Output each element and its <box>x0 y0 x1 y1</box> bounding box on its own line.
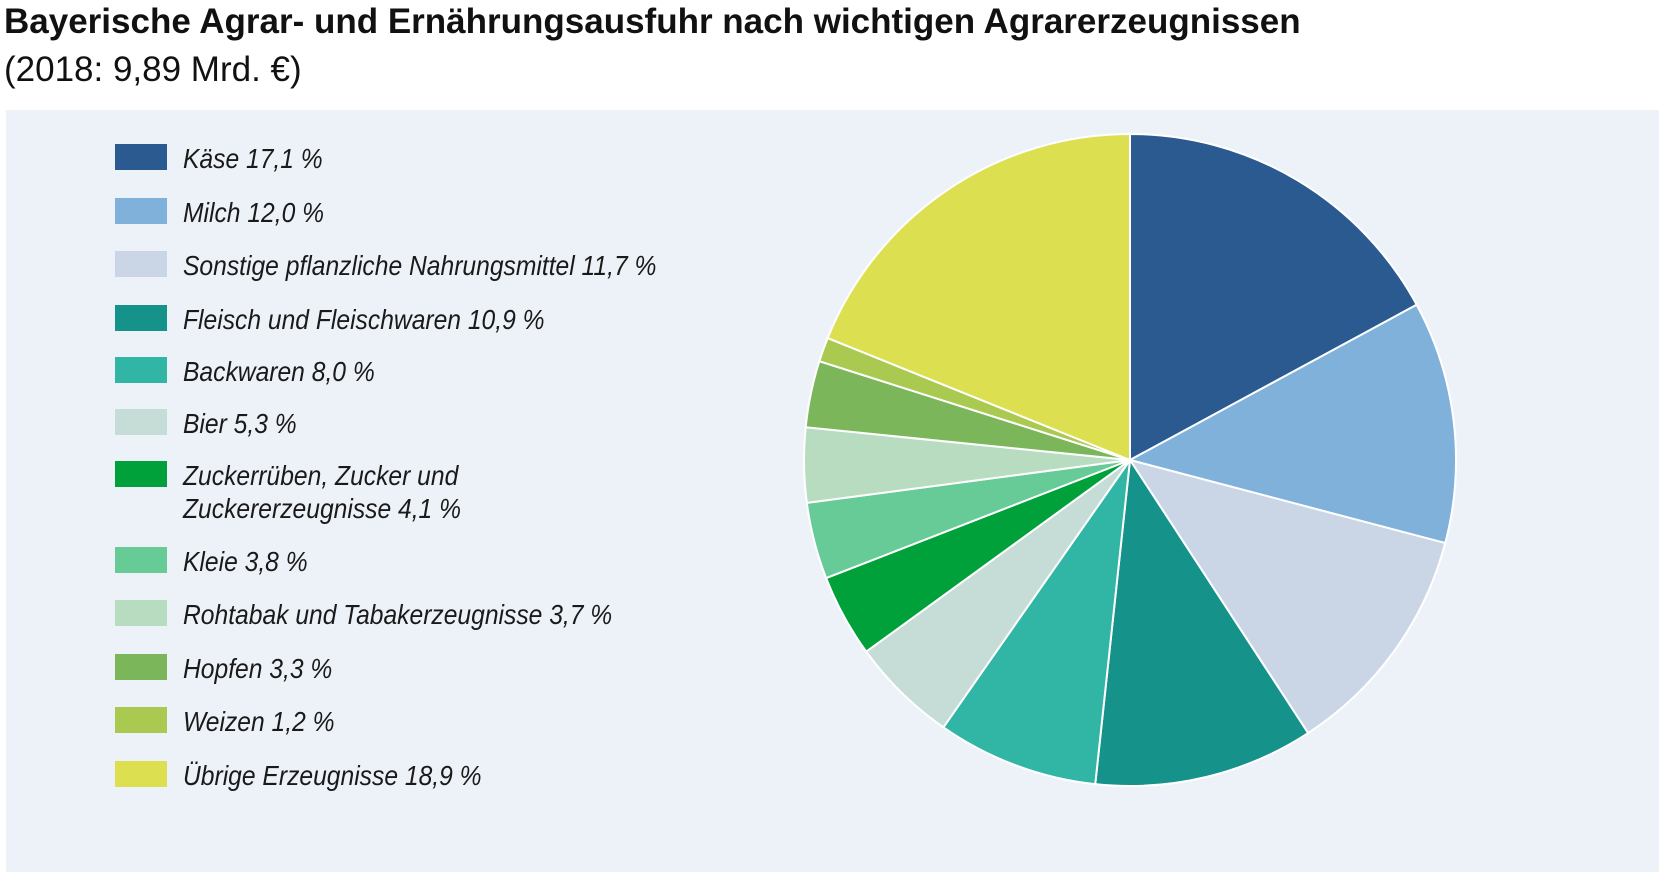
chart-subtitle: (2018: 9,89 Mrd. €) <box>4 50 302 89</box>
legend-swatch <box>115 707 167 733</box>
pie-slice <box>941 459 1131 786</box>
legend-item: Weizen 1,2 % <box>115 705 355 738</box>
legend-swatch <box>115 144 167 170</box>
legend-label: Käse 17,1 % <box>183 143 323 174</box>
legend-label: Rohtabak und Tabakerzeugnisse 3,7 % <box>183 599 613 630</box>
legend-item: Milch 12,0 % <box>115 196 343 229</box>
legend-swatch <box>115 357 167 383</box>
legend-swatch <box>115 461 167 487</box>
legend-label: Kleie 3,8 % <box>183 546 308 577</box>
legend-item: Übrige Erzeugnisse 18,9 % <box>115 759 522 792</box>
legend-label: Bier 5,3 % <box>183 408 297 439</box>
legend-item: Zuckerrüben, Zucker und Zuckererzeugniss… <box>115 459 499 525</box>
pie-slice <box>1127 303 1457 545</box>
legend-item: Bier 5,3 % <box>115 407 312 440</box>
legend-swatch <box>115 305 167 331</box>
pie-slice <box>1094 457 1310 787</box>
legend-item: Sonstige pflanzliche Nahrungsmittel 11,7… <box>115 249 721 282</box>
legend-swatch <box>115 600 167 626</box>
legend-swatch <box>115 654 167 680</box>
pie-slice <box>1129 132 1419 462</box>
legend-label: Übrige Erzeugnisse 18,9 % <box>183 760 482 791</box>
pie-slice <box>1127 458 1447 735</box>
legend-item: Backwaren 8,0 % <box>115 355 401 388</box>
pie-slice <box>826 132 1131 462</box>
legend-label: Weizen 1,2 % <box>183 706 335 737</box>
legend-item: Käse 17,1 % <box>115 142 342 175</box>
legend-item: Rohtabak und Tabakerzeugnisse 3,7 % <box>115 598 671 631</box>
legend-item: Hopfen 3,3 % <box>115 652 353 685</box>
legend-label: Sonstige pflanzliche Nahrungsmittel 11,7… <box>183 250 657 281</box>
legend-item: Kleie 3,8 % <box>115 545 325 578</box>
legend-label: Fleisch und Fleischwaren 10,9 % <box>183 304 545 335</box>
legend-label: Hopfen 3,3 % <box>183 653 333 684</box>
legend-item: Fleisch und Fleischwaren 10,9 % <box>115 303 594 336</box>
legend-label: Milch 12,0 % <box>183 197 325 228</box>
legend-swatch <box>115 198 167 224</box>
legend-swatch <box>115 761 167 787</box>
chart-title: Bayerische Agrar- und Ernährungsausfuhr … <box>4 2 1301 41</box>
legend-swatch <box>115 547 167 573</box>
legend-label: Zuckerrüben, Zucker und Zuckererzeugniss… <box>183 460 462 524</box>
legend-label: Backwaren 8,0 % <box>183 356 375 387</box>
legend-swatch <box>115 251 167 277</box>
legend-swatch <box>115 409 167 435</box>
